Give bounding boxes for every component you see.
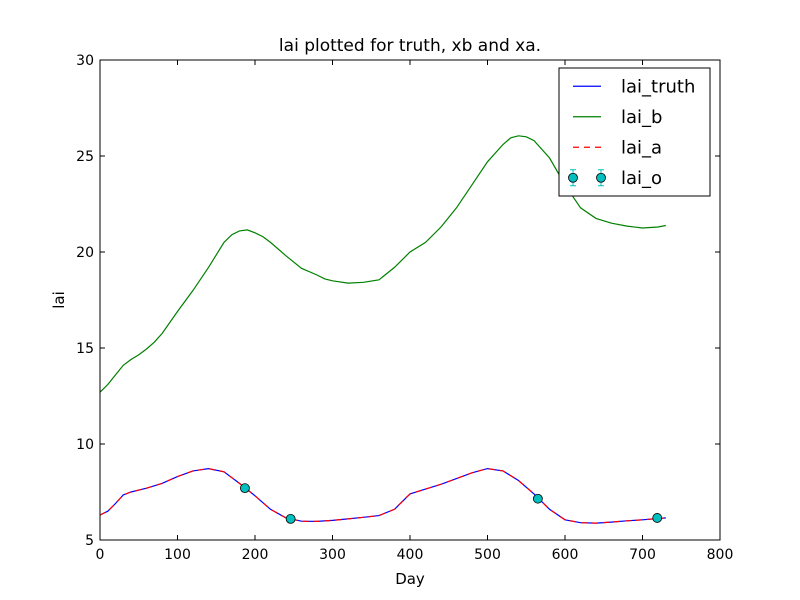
x-tick-label: 400: [397, 547, 424, 563]
series-line-lai-truth: [99, 467, 666, 524]
legend-box: [558, 67, 711, 197]
legend-label-lai-b: lai_b: [621, 107, 662, 128]
y-axis-label: lai: [50, 291, 68, 309]
legend-label-lai-a: lai_a: [621, 137, 662, 158]
y-tick-label: 20: [76, 245, 94, 261]
x-tick-label: 600: [552, 547, 579, 563]
series-layer: [99, 135, 666, 524]
x-tick-label: 300: [319, 547, 346, 563]
x-axis-label: Day: [395, 570, 425, 588]
legend-label-lai-o: lai_o: [621, 168, 662, 189]
legend-label-lai-truth: lai_truth: [621, 76, 695, 97]
x-tick-label: 0: [96, 547, 105, 563]
series-line-lai-b: [99, 135, 666, 393]
series-point-lai-o: [240, 483, 250, 494]
legend-marker-lai-o: [568, 172, 578, 183]
series-line-lai-a: [99, 467, 666, 524]
legend: lai_truth lai_b lai_a lai_o: [558, 67, 711, 197]
y-tick-label: 10: [76, 437, 94, 453]
series-point-lai-o: [285, 513, 296, 524]
chart-title: lai plotted for truth, xb and xa.: [279, 36, 541, 56]
series-point-lai-o: [652, 513, 663, 523]
x-tick-label: 500: [474, 547, 501, 563]
series-point-lai-o: [532, 493, 543, 504]
y-tick-label: 15: [76, 341, 94, 357]
x-tick-label: 100: [164, 547, 191, 563]
x-tick-label: 200: [242, 547, 269, 563]
y-tick-label: 30: [76, 53, 94, 69]
legend-marker-lai-o: [596, 172, 606, 183]
x-tick-label: 700: [629, 547, 656, 563]
x-tick-label: 800: [707, 547, 734, 563]
ticks-layer: 0 100 200 300 400 500 600 700 800 5 10 15 20 25 30: [76, 53, 733, 563]
y-tick-label: 5: [85, 533, 94, 549]
y-tick-label: 25: [76, 149, 94, 165]
